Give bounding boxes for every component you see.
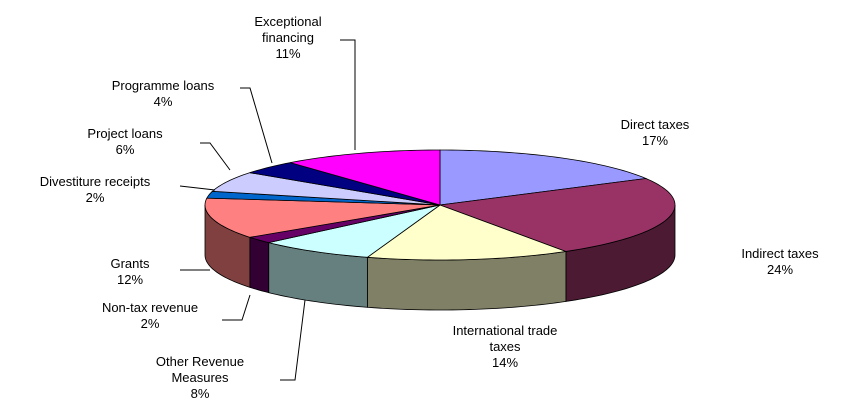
value-label: 2% (140, 316, 160, 331)
value-label: 2% (85, 190, 105, 205)
slice (249, 204, 441, 244)
leader-line (340, 39, 356, 150)
leader-line (280, 299, 306, 381)
slice (211, 172, 441, 206)
slice-label: Divestiture receipts 2% (5, 174, 185, 206)
value-label: 17% (641, 133, 669, 148)
category-label: Non-tax revenue (101, 300, 199, 315)
leader-line (240, 87, 273, 164)
slice-side (366, 250, 567, 311)
slice-label: Direct taxes 17% (610, 117, 700, 149)
category-label: Project loans (87, 126, 163, 141)
category-label: Indirect taxes (741, 246, 819, 261)
category-label: Exceptional financing (254, 14, 322, 45)
slice-label: Other Revenue Measures 8% (145, 354, 255, 402)
leader-line (179, 185, 216, 191)
slice-label: International trade taxes 14% (450, 323, 560, 371)
slice-label: Grants 12% (100, 256, 160, 288)
slice-label: Programme loans 4% (98, 78, 228, 110)
category-label: Direct taxes (620, 117, 690, 132)
value-label: 24% (766, 262, 794, 277)
leader-line (200, 142, 231, 171)
slice (268, 204, 441, 258)
value-label: 14% (491, 355, 519, 370)
slice (366, 204, 567, 261)
category-label: Other Revenue Measures (155, 354, 245, 385)
slice-label: Non-tax revenue 2% (85, 300, 215, 332)
category-label: International trade taxes (452, 323, 558, 354)
slice-label: Indirect taxes 24% (735, 246, 825, 278)
value-label: 4% (153, 94, 173, 109)
slice (249, 162, 441, 206)
value-label: 8% (190, 386, 210, 401)
slice-label: Project loans 6% (70, 126, 180, 158)
leader-line (222, 294, 251, 321)
slice (204, 197, 441, 238)
category-label: Divestiture receipts (39, 174, 151, 189)
slice-label: Exceptional financing 11% (233, 14, 343, 62)
slice (439, 149, 648, 206)
slice-side (249, 236, 270, 294)
value-label: 11% (275, 46, 301, 61)
slice (439, 178, 676, 252)
slice (290, 149, 441, 206)
category-label: Grants (110, 256, 150, 271)
value-label: 6% (115, 142, 135, 157)
value-label: 12% (116, 272, 144, 287)
category-label: Programme loans (111, 78, 215, 93)
